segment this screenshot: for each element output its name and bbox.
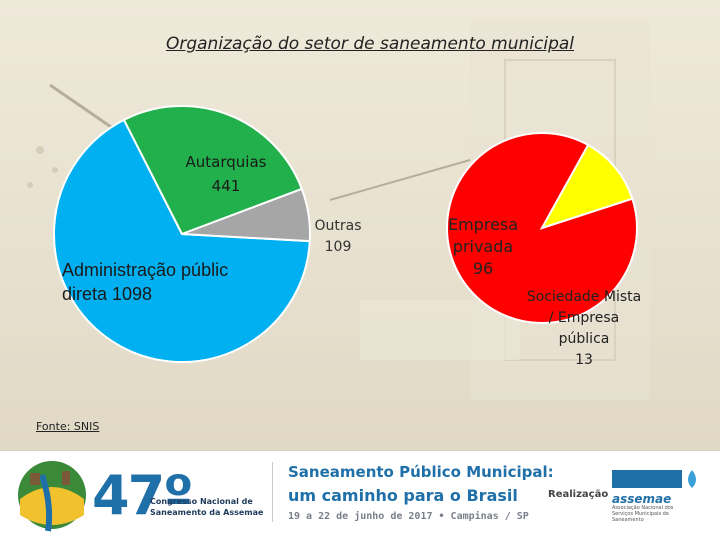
pie-slice-autarquias [122,105,304,236]
slice-label-admin-value: direta 1098 [62,284,152,304]
slice-label-mista-value: 13 [575,352,593,368]
slice-label-privada-value: 96 [473,259,493,278]
footer-banner [0,450,720,541]
event-name-line2: Saneamento da Assemae [150,508,264,517]
slice-label-privada-l1: Empresa [448,215,518,234]
slice-label-outras-value: 109 [325,239,352,255]
slice-label-privada-l2: privada [453,237,513,256]
footer-divider [272,462,273,522]
slice-label-autarquias-value: 441 [212,177,241,195]
pie-slice-sociedade-mista-empresa-publica [539,143,634,230]
event-name: Congresso Nacional de Saneamento da Asse… [150,496,263,518]
headline-line1: Saneamento Público Municipal: [288,463,554,481]
org-name: assemae [612,492,672,506]
source-note: Fonte: SNIS [36,420,100,433]
slice-label-admin-name: Administração públic [62,260,228,280]
slice-label-mista-l3: pública [559,331,610,347]
pie-chart-private [446,132,638,324]
slice-label-outras-name: Outras [314,218,361,234]
pie-charts: Autarquias 441 Outras 109 Administração … [53,105,641,368]
pie-slice-outras [181,187,311,243]
event-dates: 19 a 22 de junho de 2017 • Campinas / SP [288,511,529,522]
pie-slice-administracao-publica-direta [53,118,311,363]
headline-line2: um caminho para o Brasil [288,486,518,505]
event-logo-icon [18,461,86,532]
slice-label-mista-l1: Sociedade Mista [527,289,641,305]
org-subtitle: Associação Nacional dos Serviços Municip… [612,505,674,523]
edition-number: 47º [92,464,194,527]
slice-label-autarquias-name: Autarquias [186,153,267,171]
slice-label-mista-l2: / Empresa [549,310,619,326]
assemae-logo-icon [612,470,696,488]
chart-title: Organização do setor de saneamento munic… [165,34,575,54]
realizacao-label: Realização [548,489,609,500]
pie-chart-public [53,105,311,363]
event-name-line1: Congresso Nacional de [150,497,253,506]
